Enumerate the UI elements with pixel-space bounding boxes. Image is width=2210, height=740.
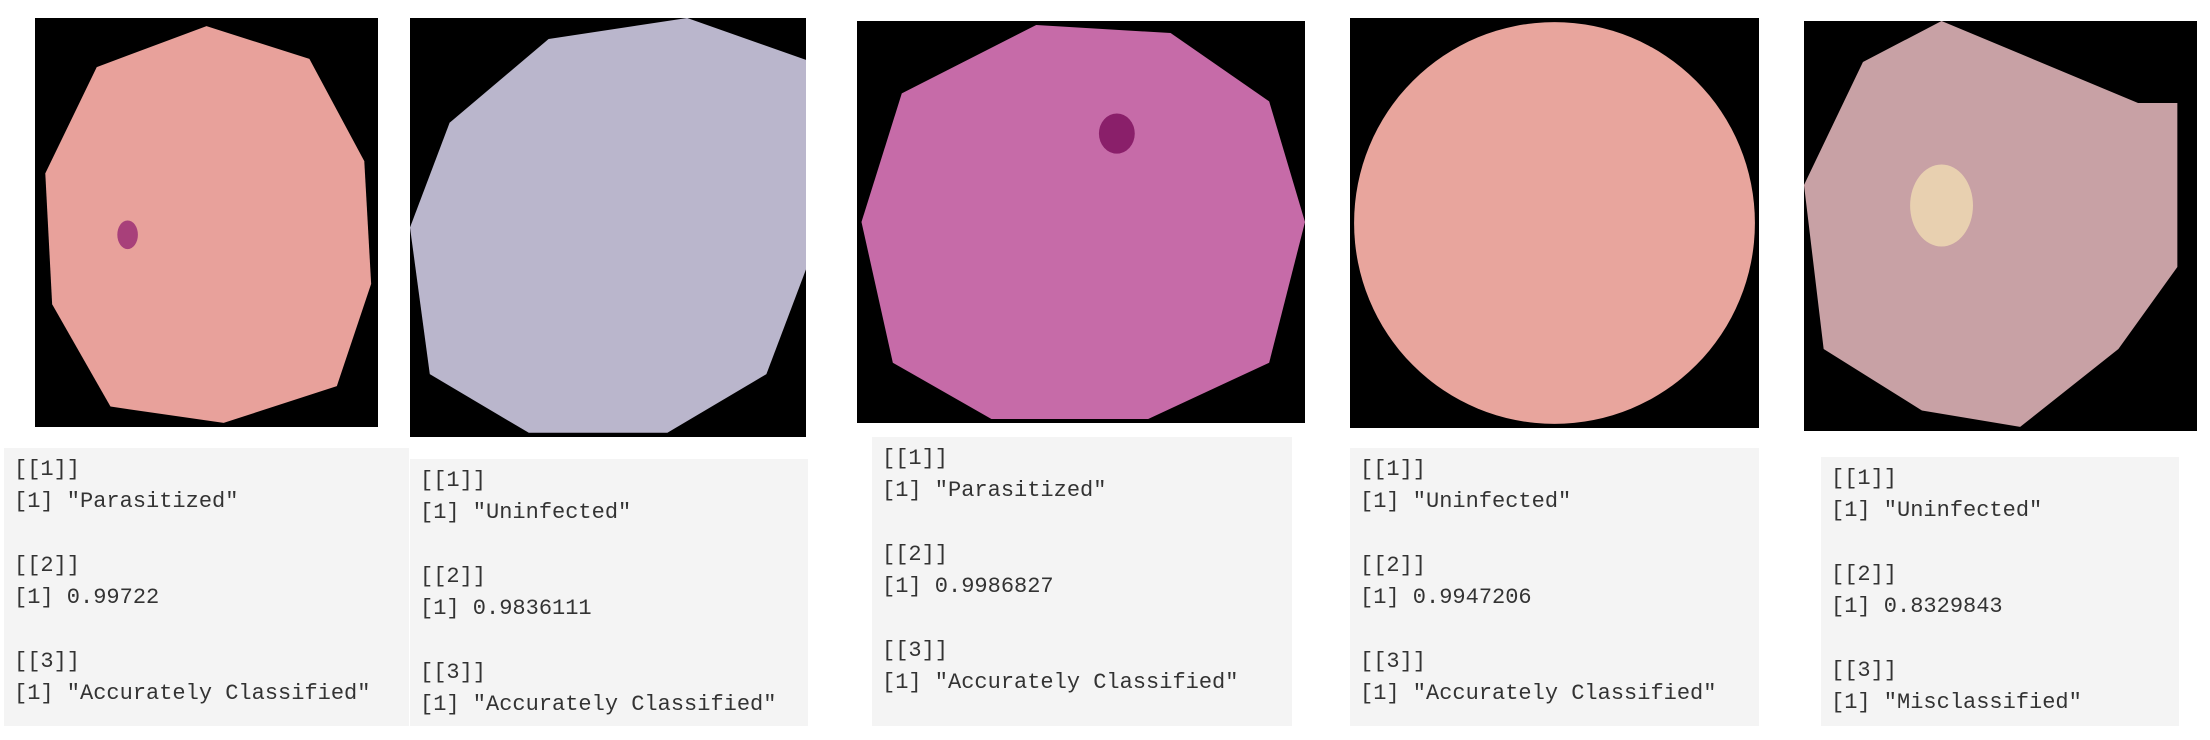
- output-line: [1] 0.9836111: [420, 596, 592, 621]
- output-line: [1] 0.9947206: [1360, 585, 1532, 610]
- output-line: [1] 0.9986827: [882, 574, 1054, 599]
- output-line: [[2]]: [420, 564, 487, 589]
- cell-image: [1350, 18, 1759, 428]
- output-line: [[2]]: [1831, 562, 1898, 587]
- output-line: [[1]]: [1831, 466, 1898, 491]
- output-line: [1] 0.99722: [14, 585, 160, 610]
- output-line: [1] "Uninfected": [1831, 498, 2043, 523]
- output-line: [1] "Uninfected": [1360, 489, 1572, 514]
- output-line: [1] "Parasitized": [882, 478, 1107, 503]
- output-line: [[3]]: [1831, 658, 1898, 683]
- output-line: [1] "Accurately Classified": [420, 692, 777, 717]
- output-line: [[2]]: [14, 553, 81, 578]
- output-line: [[1]]: [420, 468, 487, 493]
- output-line: [[2]]: [1360, 553, 1427, 578]
- cell-image: [35, 18, 378, 427]
- output-box: [[1]] [1] "Uninfected" [[2]] [1] 0.9947206 […: [1350, 448, 1759, 726]
- output-box: [[1]] [1] "Uninfected" [[2]] [1] 0.9836111 […: [410, 459, 808, 726]
- cell-image: [857, 21, 1305, 423]
- output-line: [1] "Uninfected": [420, 500, 632, 525]
- output-line: [1] "Misclassified": [1831, 690, 2082, 715]
- output-line: [[3]]: [420, 660, 487, 685]
- output-line: [[1]]: [1360, 457, 1427, 482]
- output-line: [[1]]: [882, 446, 949, 471]
- output-line: [1] "Accurately Classified": [14, 681, 371, 706]
- output-line: [[3]]: [882, 638, 949, 663]
- cell-image: [1804, 21, 2197, 431]
- output-line: [1] "Accurately Classified": [1360, 681, 1717, 706]
- output-line: [[3]]: [1360, 649, 1427, 674]
- output-line: [1] 0.8329843: [1831, 594, 2003, 619]
- output-line: [[3]]: [14, 649, 81, 674]
- output-box: [[1]] [1] "Parasitized" [[2]] [1] 0.9986827…: [872, 437, 1292, 726]
- output-box: [[1]] [1] "Parasitized" [[2]] [1] 0.99722 [[…: [4, 448, 409, 726]
- output-line: [[2]]: [882, 542, 949, 567]
- cell-image: [410, 18, 806, 437]
- output-line: [[1]]: [14, 457, 81, 482]
- output-box: [[1]] [1] "Uninfected" [[2]] [1] 0.8329843 […: [1821, 457, 2179, 726]
- output-line: [1] "Accurately Classified": [882, 670, 1239, 695]
- output-line: [1] "Parasitized": [14, 489, 239, 514]
